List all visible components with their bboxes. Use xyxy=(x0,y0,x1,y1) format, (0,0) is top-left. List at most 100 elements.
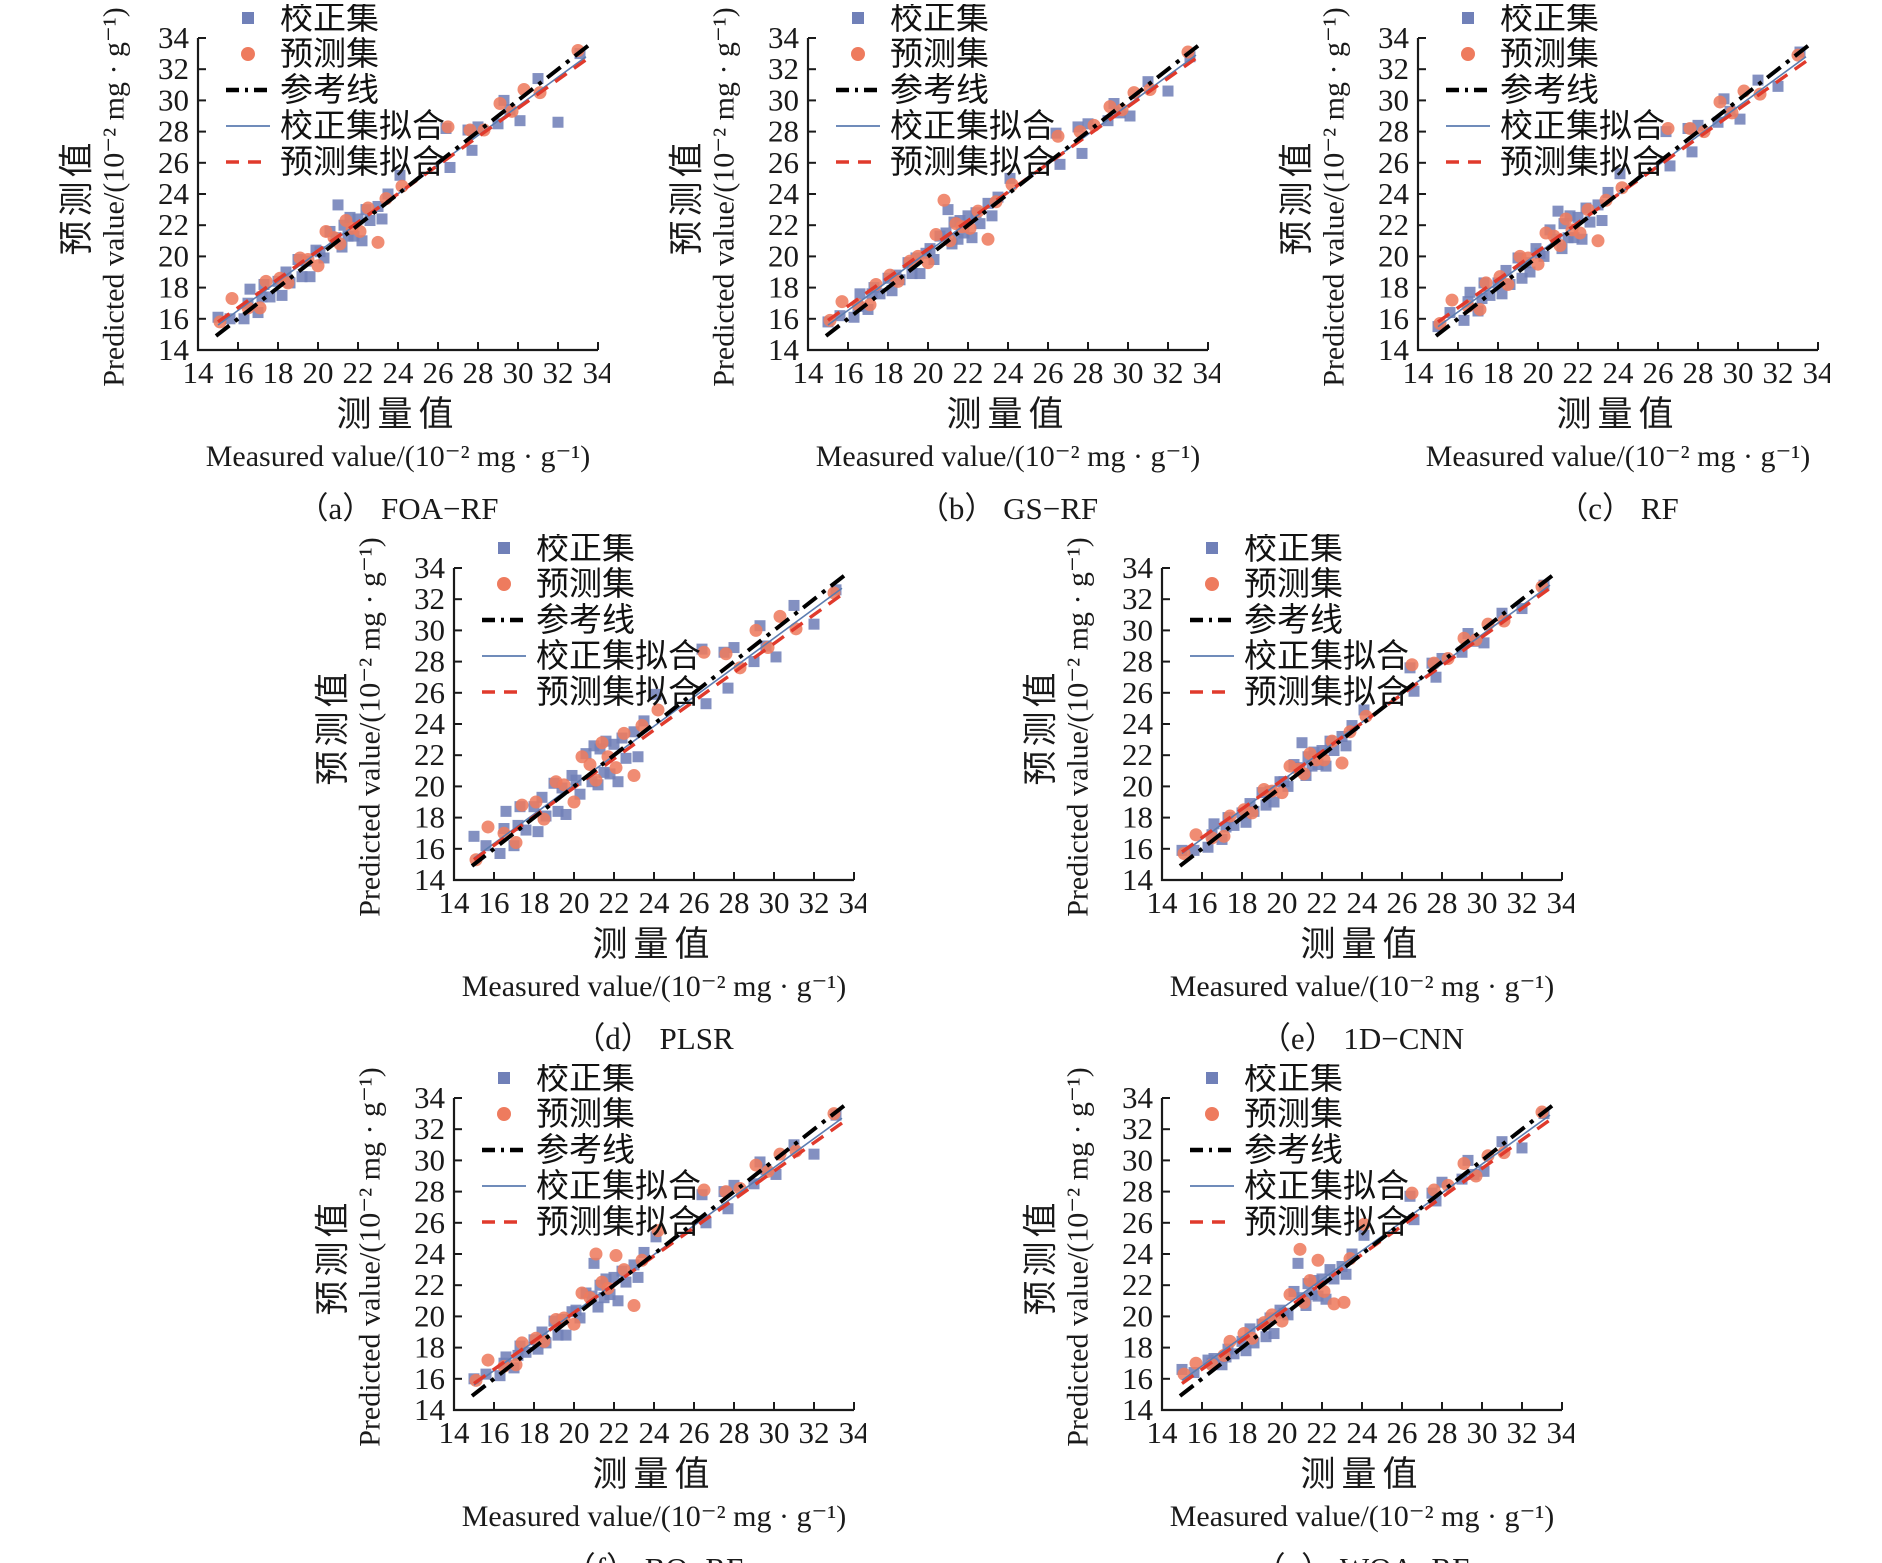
legend-square-marker xyxy=(1206,1072,1218,1084)
scatter-chart-d: 1414161618182020222224242626282830303232… xyxy=(414,534,866,920)
calibration-point xyxy=(244,283,256,295)
calibration-point xyxy=(1592,199,1604,211)
calibration-point xyxy=(632,751,644,763)
x-tick-label: 14 xyxy=(439,1415,471,1450)
calibration-point xyxy=(808,1148,820,1160)
axes: 1414161618182020222224242626282830303232… xyxy=(414,550,866,920)
y-axis-label-zh: 预测值 xyxy=(1277,138,1317,256)
calibration-point xyxy=(1430,671,1442,683)
calibration-point xyxy=(1772,80,1784,92)
x-tick-label: 28 xyxy=(1427,1415,1458,1450)
legend-square-marker xyxy=(498,1072,510,1084)
y-tick-label: 20 xyxy=(414,1298,445,1333)
calibration-point xyxy=(608,738,620,750)
calibration-point xyxy=(620,1276,632,1288)
prediction-point xyxy=(1359,709,1373,723)
calibration-point xyxy=(942,204,954,216)
y-tick-label: 20 xyxy=(768,238,799,273)
calibration-point xyxy=(532,826,544,838)
x-axis-label-zh: 测量值 xyxy=(336,395,460,434)
calibration-point xyxy=(612,1295,624,1307)
plot-column: 14 14 16 16 18 18 20 20 22 22 24 24 26 26 28 28 30 30 32 32… xyxy=(1104,1064,1574,1563)
prediction-point xyxy=(1223,1334,1237,1348)
axes: 1414161618182020222224242626282830303232… xyxy=(1378,20,1830,390)
legend-label: 校正集 xyxy=(536,534,635,567)
calibration-point xyxy=(1584,216,1596,228)
x-tick-label: 30 xyxy=(759,1415,790,1450)
x-tick-label: 20 xyxy=(913,355,944,390)
x-tick-label: 20 xyxy=(559,1415,590,1450)
x-tick-label: 24 xyxy=(1347,1415,1379,1450)
calibration-point xyxy=(364,215,376,227)
prediction-point xyxy=(1479,276,1493,290)
y-axis-label-zh: 预测值 xyxy=(667,138,707,256)
x-axis-label-en: Measured value/(10⁻² mg · g⁻¹) xyxy=(461,970,847,1003)
calibration-point xyxy=(560,808,572,820)
prediction-fit-line xyxy=(473,1121,843,1385)
y-axis-label-block: 预测值 Predicted value/(10⁻² mg · g⁻¹) xyxy=(662,4,750,390)
plot-column: 14 14 16 16 18 18 20 20 22 22 24 24 26 26 28 28 30 30 32 32… xyxy=(396,534,866,1058)
x-tick-label: 26 xyxy=(1643,355,1674,390)
y-axis-label-block: 预测值 Predicted value/(10⁻² mg · g⁻¹) xyxy=(1272,4,1360,390)
calibration-point xyxy=(1228,819,1240,831)
y-axis-label-block: 预测值 Predicted value/(10⁻² mg · g⁻¹) xyxy=(52,4,140,390)
x-tick-label: 14 xyxy=(1147,1415,1179,1450)
calibration-point xyxy=(650,688,662,700)
calibration-point xyxy=(332,199,344,211)
legend-label: 预测集 xyxy=(536,566,635,603)
prediction-fit-line xyxy=(827,56,1197,322)
prediction-fit-line xyxy=(217,58,587,324)
calibration-point xyxy=(1614,168,1626,180)
prediction-point xyxy=(557,778,571,792)
calibration-point xyxy=(520,1346,532,1358)
calibration-point xyxy=(1260,799,1272,811)
scatter-chart-e: 1414161618182020222224242626282830303232… xyxy=(1122,534,1574,920)
calibration-point xyxy=(318,252,330,264)
calibration-point xyxy=(604,1289,616,1301)
y-tick-label: 34 xyxy=(414,550,446,585)
fit-lines xyxy=(1178,574,1554,868)
calibration-point xyxy=(1478,637,1490,649)
calibration-point xyxy=(514,115,526,127)
y-axis-label-zh: 预测值 xyxy=(57,138,97,256)
x-tick-label: 14 xyxy=(1403,355,1435,390)
x-tick-label: 16 xyxy=(1443,355,1474,390)
x-axis-label-zh: 测量值 xyxy=(1556,395,1680,434)
calibration-point xyxy=(276,289,288,301)
x-tick-label: 16 xyxy=(833,355,864,390)
prediction-point xyxy=(1559,212,1573,226)
calibration-point xyxy=(598,1292,610,1304)
y-tick-label: 28 xyxy=(1122,644,1153,679)
calibration-point xyxy=(552,805,564,817)
calibration-point xyxy=(1538,250,1550,262)
calibration-point xyxy=(952,233,964,245)
y-tick-label: 16 xyxy=(768,301,799,336)
reference-line xyxy=(1178,1104,1554,1398)
plot-column: 14 14 16 16 18 18 20 20 22 22 24 24 26 26 28 28 30 30 32 32… xyxy=(140,4,610,528)
calibration-point xyxy=(1208,1353,1220,1365)
calibration-point xyxy=(866,288,878,300)
y-axis-label-zh: 预测值 xyxy=(313,1198,353,1316)
y-tick-label: 32 xyxy=(768,51,799,86)
calibration-point xyxy=(1358,704,1370,716)
calibration-point xyxy=(500,1351,512,1363)
y-tick-label: 26 xyxy=(1122,1205,1153,1240)
calibration-point xyxy=(1516,272,1528,284)
calibration-point xyxy=(552,1329,564,1341)
x-tick-label: 30 xyxy=(1113,355,1144,390)
calibration-point xyxy=(628,1259,640,1271)
prediction-point xyxy=(749,623,763,637)
y-tick-label: 34 xyxy=(768,20,800,55)
x-tick-label: 32 xyxy=(799,1415,830,1450)
prediction-point xyxy=(1217,829,1231,843)
calibration-point xyxy=(1572,211,1584,223)
x-tick-label: 22 xyxy=(953,355,984,390)
prediction-point xyxy=(921,256,935,270)
calibration-point xyxy=(1484,289,1496,301)
calibration-point xyxy=(1296,737,1308,749)
axes: 1414161618182020222224242626282830303232… xyxy=(1122,1080,1574,1450)
prediction-point xyxy=(225,292,239,306)
